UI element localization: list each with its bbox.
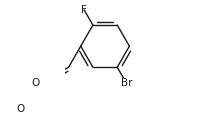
Text: F: F xyxy=(81,5,87,15)
Text: O: O xyxy=(32,78,40,88)
Text: O: O xyxy=(17,104,25,114)
Text: Br: Br xyxy=(121,78,132,88)
